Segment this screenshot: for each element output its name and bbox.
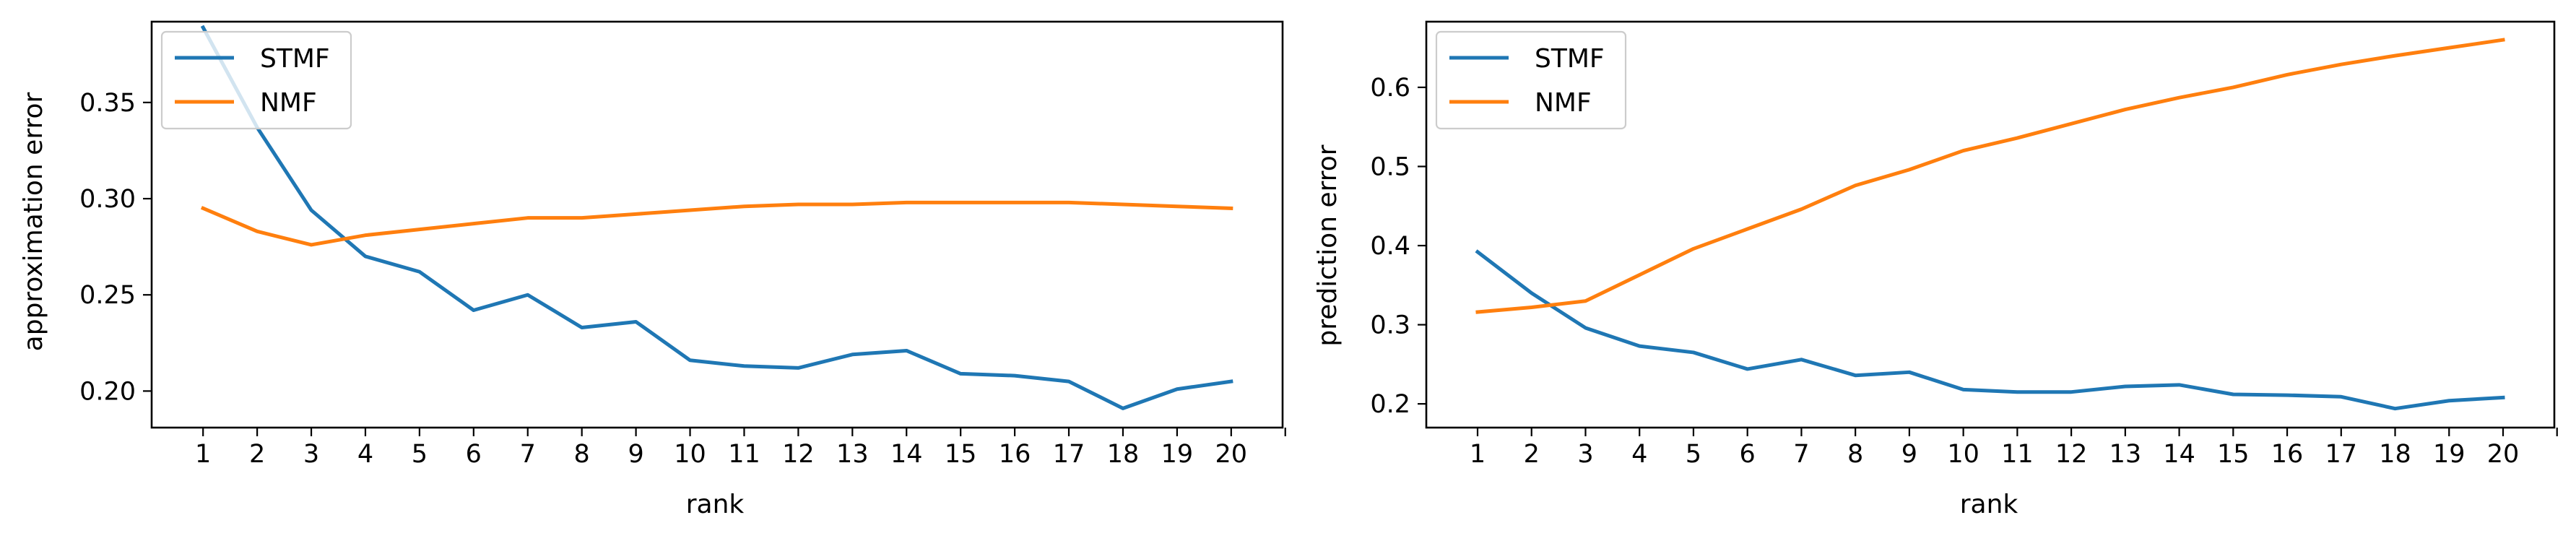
series-line-stmf <box>200 25 1233 410</box>
x-tick-label: 8 <box>574 440 590 469</box>
x-tick-label: 13 <box>2109 440 2142 469</box>
x-tick-label: 18 <box>2379 440 2411 469</box>
x-tick-label: 11 <box>2001 440 2034 469</box>
legend: STMF NMF <box>1435 30 1627 130</box>
series-line-nmf <box>200 200 1233 247</box>
x-tick-label: 9 <box>628 440 643 469</box>
x-tick-label: 17 <box>2325 440 2358 469</box>
x-tick-label: 8 <box>1847 440 1863 469</box>
y-tick-label: 0.6 <box>1370 74 1410 103</box>
x-tick-label: 15 <box>2217 440 2250 469</box>
y-tick-label: 0.35 <box>79 89 136 118</box>
y-tick-label: 0.5 <box>1370 152 1410 181</box>
legend-label-stmf: STMF <box>260 44 330 74</box>
y-axis-label: prediction error <box>1313 144 1343 346</box>
x-tick-label: 20 <box>2487 440 2520 469</box>
x-tick-label: 11 <box>728 440 760 469</box>
legend-label-nmf: NMF <box>260 88 317 118</box>
y-tick-label: 0.20 <box>79 377 136 406</box>
x-tick-label: 19 <box>1161 440 1194 469</box>
x-tick-label: 13 <box>836 440 869 469</box>
legend-label-stmf: STMF <box>1535 44 1605 74</box>
x-tick-label: 14 <box>890 440 923 469</box>
x-tick-label: 10 <box>1947 440 1979 469</box>
x-tick-label: 7 <box>1793 440 1809 469</box>
x-tick-label: 17 <box>1053 440 1085 469</box>
y-tick-label: 0.2 <box>1370 390 1410 419</box>
x-axis-label: rank <box>686 490 745 519</box>
x-tick-label: 2 <box>1524 440 1540 469</box>
series-line-nmf <box>1475 38 2505 314</box>
x-tick-label: 12 <box>2055 440 2088 469</box>
x-tick-label: 12 <box>782 440 815 469</box>
plot-frame <box>150 20 1284 429</box>
x-tick-label: 18 <box>1107 440 1140 469</box>
x-tick-label: 16 <box>2271 440 2304 469</box>
plot-frame <box>1425 20 2556 429</box>
x-tick-label: 4 <box>357 440 373 469</box>
x-tick-label: 5 <box>1686 440 1701 469</box>
y-axis-label: approximation error <box>19 92 48 351</box>
y-tick-label: 0.25 <box>79 281 136 310</box>
x-tick-label: 1 <box>1470 440 1486 469</box>
series-line-stmf <box>1475 249 2505 411</box>
x-axis-label: rank <box>1960 490 2018 519</box>
x-tick-label: 4 <box>1631 440 1647 469</box>
y-tick-label: 0.30 <box>79 185 136 214</box>
x-tick-label: 14 <box>2163 440 2195 469</box>
prediction-error-chart: rank prediction error 1 2 3 4 5 6 7 8 9 10 11 12 13 1… <box>1313 20 2558 519</box>
x-tick-label: 20 <box>1215 440 1248 469</box>
x-tick-label: 6 <box>1740 440 1756 469</box>
legend-label-nmf: NMF <box>1535 88 1592 118</box>
x-tick-label: 10 <box>674 440 706 469</box>
x-tick-label: 3 <box>1577 440 1593 469</box>
x-tick-label: 3 <box>303 440 319 469</box>
y-tick-label: 0.4 <box>1370 232 1410 261</box>
x-tick-label: 19 <box>2433 440 2466 469</box>
approximation-error-chart: rank approximation error 1 2 3 4 5 6 7 8 9 10 11 12… <box>19 20 1286 519</box>
x-tick-label: 1 <box>195 440 211 469</box>
x-tick-label: 15 <box>945 440 977 469</box>
x-tick-label: 5 <box>412 440 428 469</box>
x-tick-label: 16 <box>999 440 1031 469</box>
y-tick-label: 0.3 <box>1370 311 1410 340</box>
x-tick-label: 7 <box>520 440 536 469</box>
x-tick-label: 9 <box>1901 440 1917 469</box>
legend: STMF NMF <box>160 30 352 130</box>
x-tick-label: 6 <box>466 440 482 469</box>
x-tick-label: 2 <box>249 440 265 469</box>
